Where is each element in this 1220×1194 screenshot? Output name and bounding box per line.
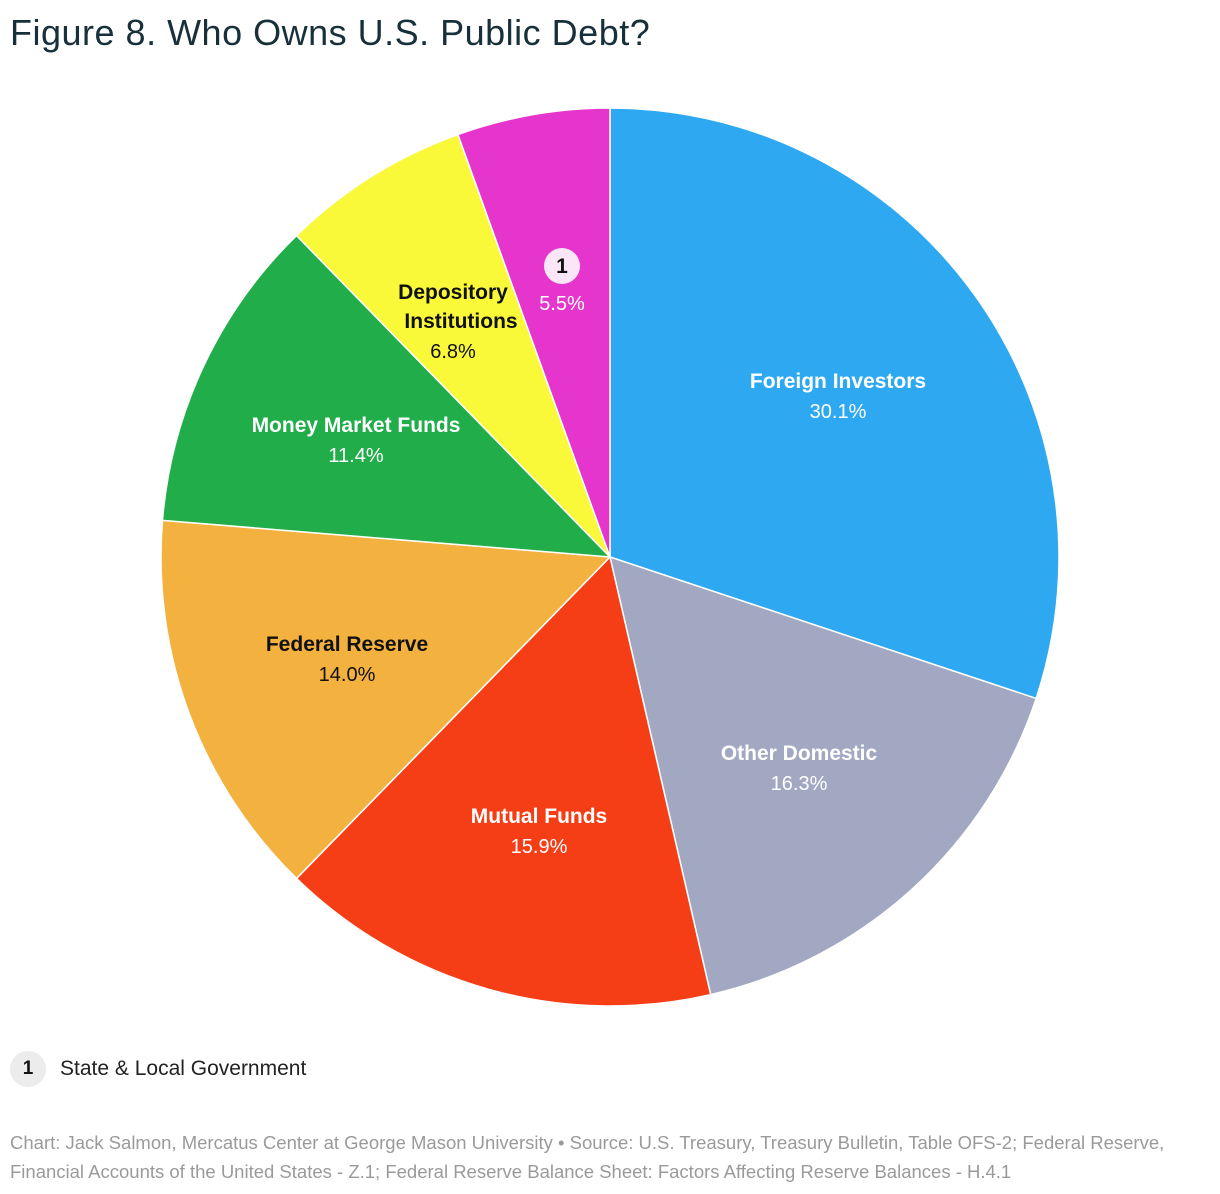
slice-value-money-market-funds: 11.4%: [328, 445, 383, 467]
pie-slice-foreign-investors: [609, 107, 1060, 700]
slice-label-mutual-funds: Mutual Funds: [471, 805, 607, 828]
slice-label-footnote-1: 1: [556, 255, 568, 278]
slice-label-money-market-funds: Money Market Funds: [252, 414, 461, 437]
pie-slice-depository-institutions: [295, 133, 611, 558]
slice-value-other-domestic: 16.3%: [771, 773, 828, 795]
slice-value-foreign-investors: 30.1%: [810, 401, 867, 423]
slice-label-other-domestic: Other Domestic: [721, 742, 878, 765]
pie-slice-money-market-funds: [161, 234, 612, 558]
slice-value-mutual-funds: 15.9%: [511, 836, 568, 858]
slice-label-federal-reserve: Federal Reserve: [266, 633, 428, 656]
pie-slice-footnote-1: [456, 107, 611, 558]
chart-credit: Chart: Jack Salmon, Mercatus Center at G…: [10, 1132, 1165, 1182]
footnote-marker: 1: [10, 1051, 46, 1087]
slice-label-depository-institutions: Depository: [398, 281, 508, 304]
pie-chart: Foreign Investors 30.1% Other Domestic 16.3…: [160, 107, 1060, 1007]
pie-slice-other-domestic: [608, 555, 1038, 996]
footnote-text: State & Local Government: [60, 1057, 307, 1080]
slice-value-depository-institutions: 6.8%: [430, 341, 476, 363]
pie-slice-mutual-funds: [295, 555, 712, 1007]
pie-slice-federal-reserve: [160, 519, 612, 880]
chart-title: Figure 8. Who Owns U.S. Public Debt?: [10, 12, 651, 53]
slice-marker-badge: [544, 248, 580, 284]
footnote-legend: 1 State & Local Government: [10, 1051, 306, 1087]
slice-label-foreign-investors: Foreign Investors: [750, 370, 926, 393]
slice-label-depository-institutions: Institutions: [404, 310, 517, 333]
slice-value-federal-reserve: 14.0%: [319, 664, 376, 686]
slice-value-footnote-1: 5.5%: [539, 293, 585, 315]
